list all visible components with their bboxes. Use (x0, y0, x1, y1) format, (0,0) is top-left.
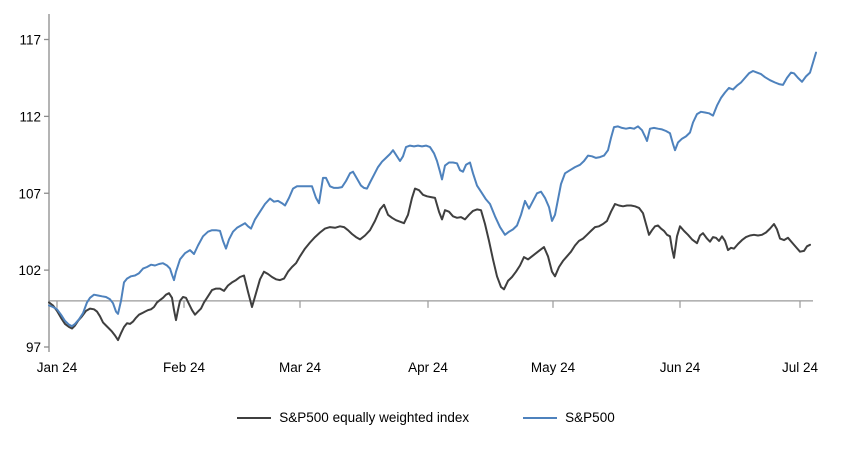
series-lines (48, 51, 817, 342)
y-tick-label: 112 (19, 109, 41, 124)
x-tick-label: Jun 24 (660, 360, 701, 375)
legend-label-equal-weight: S&P500 equally weighted index (279, 410, 470, 425)
legend-item-equal-weight: S&P500 equally weighted index (237, 410, 469, 425)
legend-label-sp500: S&P500 (565, 410, 615, 425)
axis-labels: 97 102 107 112 117 Jan 24 Feb 24 Mar 24 Apr 24 Ma… (18, 33, 818, 376)
sp500-line-swatch (523, 416, 558, 419)
x-tick-label: Jul 24 (782, 360, 819, 375)
x-tick-label: May 24 (531, 360, 576, 375)
y-tick-label: 102 (18, 263, 41, 278)
x-tick-label: Apr 24 (408, 360, 448, 375)
x-tick-label: Jan 24 (37, 360, 78, 375)
legend-item-sp500: S&P500 (523, 410, 615, 425)
y-tick-label: 117 (19, 33, 41, 48)
x-tick-label: Mar 24 (279, 360, 322, 375)
series-line-sp500 (48, 51, 817, 328)
y-tick-label: 97 (26, 340, 41, 355)
axes (44, 14, 813, 352)
legend: S&P500 equally weighted index S&P500 (0, 410, 852, 425)
x-tick-label: Feb 24 (163, 360, 206, 375)
y-tick-label: 107 (18, 186, 41, 201)
series-line-equal-weight (48, 187, 811, 342)
equal-weight-line-swatch (237, 416, 272, 419)
